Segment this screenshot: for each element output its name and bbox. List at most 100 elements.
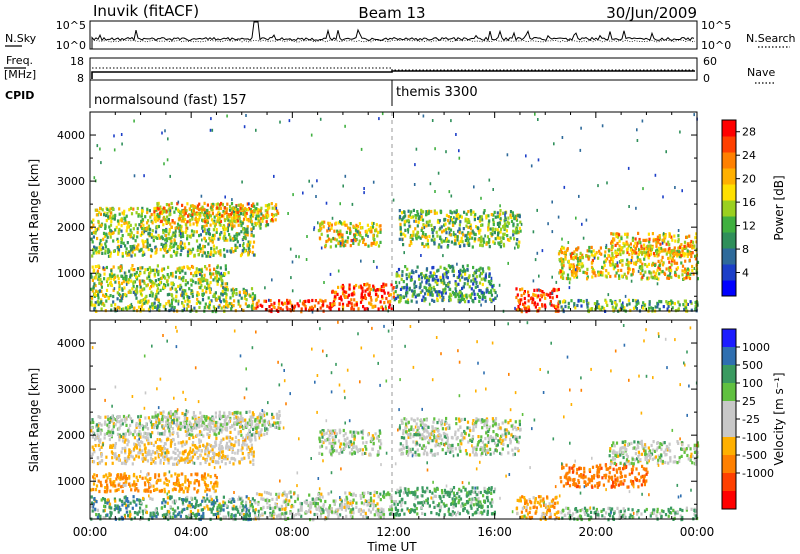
range-cell	[118, 434, 121, 439]
range-cell	[139, 451, 142, 455]
range-cell	[219, 423, 223, 427]
range-cell	[474, 212, 477, 217]
range-cell	[182, 458, 185, 462]
range-cell	[686, 271, 689, 275]
range-cell	[582, 299, 585, 304]
range-cell	[479, 228, 482, 232]
range-cell	[485, 242, 488, 246]
range-cell	[195, 239, 199, 243]
range-cell	[218, 217, 221, 221]
range-cell	[264, 286, 266, 290]
range-cell	[412, 233, 415, 237]
range-cell	[127, 224, 130, 229]
range-cell	[416, 265, 419, 269]
range-cell	[164, 234, 168, 238]
range-cell	[271, 206, 274, 210]
range-cell	[148, 272, 151, 276]
range-cell	[457, 241, 460, 245]
range-cell	[586, 305, 589, 309]
range-cell	[433, 239, 436, 243]
range-cell	[162, 267, 166, 271]
range-cell	[216, 202, 219, 206]
range-cell	[404, 265, 407, 269]
range-cell	[166, 273, 169, 277]
range-cell	[617, 269, 620, 273]
range-cell	[107, 433, 110, 437]
range-cell	[153, 282, 156, 286]
range-cell	[457, 213, 460, 217]
range-cell	[157, 298, 160, 302]
range-cell	[204, 426, 207, 430]
range-cell	[193, 424, 196, 428]
range-cell	[146, 453, 149, 457]
range-cell	[674, 273, 678, 278]
range-cell	[133, 457, 136, 461]
range-cell	[156, 424, 159, 428]
range-cell	[223, 411, 226, 415]
range-cell	[229, 213, 232, 217]
range-cell	[248, 434, 251, 438]
range-cell	[594, 307, 597, 312]
range-cell	[151, 306, 154, 310]
range-cell	[276, 416, 279, 420]
range-cell	[274, 425, 277, 429]
range-cell	[344, 124, 346, 128]
range-cell	[429, 293, 432, 297]
range-cell	[375, 223, 378, 227]
range-cell	[479, 217, 482, 221]
range-cell	[176, 416, 179, 420]
range-cell	[178, 266, 181, 270]
range-cell	[305, 258, 308, 261]
range-cell	[92, 251, 95, 255]
range-cell	[560, 246, 563, 250]
range-cell	[602, 306, 606, 311]
range-cell	[357, 307, 360, 311]
range-cell	[507, 261, 509, 265]
range-cell	[264, 204, 267, 208]
range-cell	[370, 241, 373, 246]
range-cell	[91, 278, 94, 282]
range-cell	[508, 238, 511, 242]
range-cell	[91, 265, 94, 269]
range-cell	[516, 293, 519, 297]
range-cell	[611, 251, 614, 256]
cpid-label: CPID	[5, 89, 34, 102]
range-cell	[243, 231, 246, 235]
range-cell	[252, 450, 255, 454]
range-cell	[220, 284, 223, 288]
range-cell	[647, 251, 650, 255]
range-cell	[180, 248, 183, 253]
range-cell	[90, 300, 93, 304]
range-cell	[352, 241, 355, 245]
range-cell	[496, 221, 500, 226]
range-cell	[673, 302, 676, 306]
range-cell	[404, 234, 407, 238]
range-cell	[214, 276, 217, 280]
range-cell	[208, 264, 211, 268]
range-cell	[464, 300, 467, 304]
range-cell	[177, 427, 180, 431]
range-cell	[221, 282, 224, 286]
range-cell	[494, 237, 497, 241]
range-cell	[562, 260, 565, 264]
range-cell	[479, 243, 482, 247]
cpid-panel: CPID normalsound (fast) 157 themis 3300	[5, 80, 478, 108]
range-cell	[207, 286, 210, 290]
range-cell	[499, 245, 502, 249]
range-cell	[203, 201, 206, 205]
range-cell	[215, 228, 218, 232]
range-cell	[454, 235, 457, 239]
range-cell	[349, 244, 352, 248]
range-cell	[415, 269, 418, 274]
range-cell	[422, 210, 425, 214]
range-cell	[192, 435, 195, 439]
range-cell	[671, 257, 674, 262]
range-cell	[215, 443, 218, 447]
range-cell	[398, 295, 401, 299]
range-cell	[100, 300, 103, 304]
range-cell	[107, 216, 110, 221]
range-cell	[225, 227, 228, 231]
range-cell	[207, 427, 210, 431]
range-cell	[690, 254, 693, 259]
range-cell	[687, 275, 690, 279]
